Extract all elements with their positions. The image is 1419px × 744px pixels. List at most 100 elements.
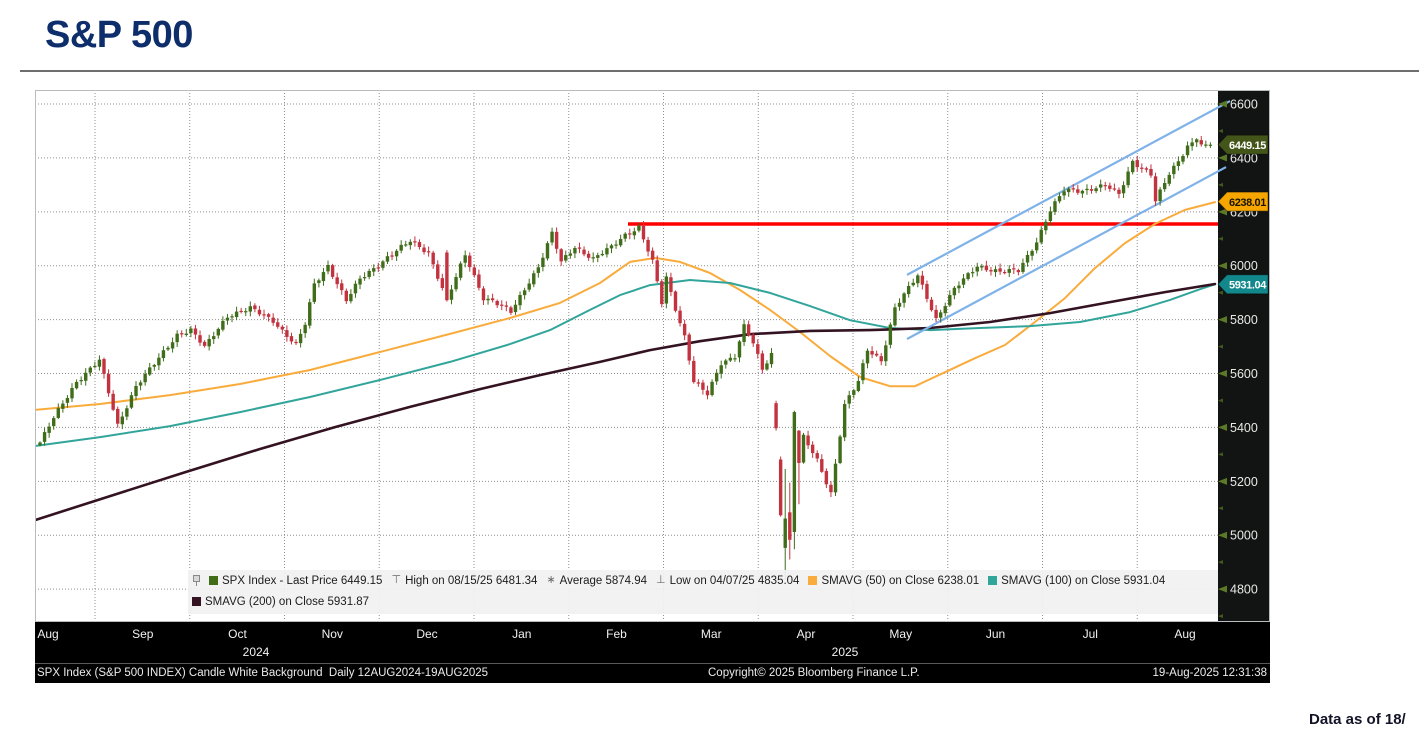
candle-body xyxy=(344,290,349,302)
candle-body xyxy=(806,435,810,446)
candle-body xyxy=(929,299,934,311)
candle-body xyxy=(504,305,509,307)
candle-body xyxy=(440,278,445,288)
candle-body xyxy=(321,272,326,282)
legend-label: Average 5874.94 xyxy=(559,574,648,587)
candle-body xyxy=(966,273,970,280)
candle-body xyxy=(559,249,563,262)
candle-body xyxy=(285,330,289,337)
candle-body xyxy=(719,365,723,374)
candle-body xyxy=(399,244,403,251)
candle-body xyxy=(1071,188,1075,190)
candle-body xyxy=(198,335,202,343)
candle-body xyxy=(481,288,486,301)
candle-body xyxy=(280,326,285,330)
candle-body xyxy=(207,338,211,347)
y-minor-tick xyxy=(1218,398,1223,403)
candle-body xyxy=(573,247,577,254)
y-tick-arrow xyxy=(1218,585,1227,593)
y-minor-tick xyxy=(1218,344,1223,349)
candle-body xyxy=(1002,272,1007,274)
candle-body xyxy=(751,334,755,344)
candle-body xyxy=(93,365,97,368)
legend-item: ∗ Average 5874.94 xyxy=(546,575,647,587)
candle-body xyxy=(678,310,682,324)
candle-body xyxy=(353,283,358,294)
y-tick-arrow xyxy=(1218,154,1227,162)
legend-swatch xyxy=(209,576,218,585)
candle-body xyxy=(257,309,262,315)
candle-body xyxy=(852,390,856,395)
candle-body xyxy=(134,385,138,397)
candle-body xyxy=(239,310,243,313)
candle-body xyxy=(120,416,124,425)
candle-body xyxy=(262,314,266,316)
legend-row: SMAVG (200) on Close 5931.87 xyxy=(188,591,1218,612)
candle-body xyxy=(271,317,275,323)
candle-body xyxy=(1012,268,1016,270)
x-axis-month-label: Oct xyxy=(228,627,247,641)
candle-body xyxy=(1194,139,1199,143)
candle-body xyxy=(564,255,568,261)
candle-body xyxy=(1089,189,1094,191)
candle-body xyxy=(1057,196,1062,202)
candle-body xyxy=(513,304,518,313)
candle-body xyxy=(1066,188,1071,193)
candle-body xyxy=(125,408,129,417)
candle-body xyxy=(42,432,47,442)
candle-body xyxy=(1185,145,1190,156)
candle-body xyxy=(728,357,733,361)
legend-label: Low on 04/07/25 4835.04 xyxy=(669,574,800,587)
y-tick-arrow xyxy=(1218,370,1227,378)
candle-body xyxy=(692,360,696,383)
price-chart-canvas[interactable]: 6600640062006000580056005400520050004800… xyxy=(35,90,1270,622)
candle-body xyxy=(404,244,408,246)
candle-body xyxy=(413,241,417,243)
y-tick-label: 5600 xyxy=(1230,367,1258,381)
y-tick-label: 5200 xyxy=(1230,475,1258,489)
candle-body xyxy=(193,328,198,335)
candle-body xyxy=(673,291,678,311)
candle-body xyxy=(925,283,929,299)
candles-layer xyxy=(38,135,1213,580)
candle-body xyxy=(152,364,156,367)
candle-body xyxy=(463,255,467,263)
candle-body xyxy=(102,359,106,374)
y-tick-arrow xyxy=(1218,208,1227,216)
legend-label: SMAVG (50) on Close 6238.01 xyxy=(821,574,980,587)
candle-body xyxy=(106,373,111,394)
plot-border xyxy=(35,90,1270,622)
y-minor-tick xyxy=(1218,128,1223,133)
candle-body xyxy=(948,295,952,306)
candle-body xyxy=(568,253,573,256)
x-axis-month-label: Jan xyxy=(512,627,532,641)
candle-body xyxy=(605,248,609,255)
candle-body xyxy=(641,225,646,240)
copyright-label: Copyright© 2025 Bloomberg Finance L.P. xyxy=(708,667,920,679)
x-axis-month-label: Feb xyxy=(606,627,627,641)
legend-label: SMAVG (100) on Close 5931.04 xyxy=(1001,574,1166,587)
candle-body xyxy=(216,328,221,336)
candle-body xyxy=(856,380,861,391)
chart-legend: SPX Index - Last Price 6449.15 ⊤ High on 0… xyxy=(188,570,1218,614)
candle-body xyxy=(175,333,179,343)
price-tag: 6238.01 xyxy=(1217,191,1269,212)
candle-body xyxy=(161,350,166,359)
candle-body xyxy=(1144,168,1149,170)
channel-line-lower xyxy=(906,166,1227,340)
candle-body xyxy=(1080,190,1085,194)
candle-body xyxy=(1167,174,1171,184)
candle-body xyxy=(116,408,120,424)
candle-body xyxy=(266,314,271,317)
y-tick-arrow xyxy=(1218,423,1227,431)
y-minor-tick xyxy=(1218,560,1223,565)
candle-body xyxy=(143,373,147,383)
candle-body xyxy=(56,408,60,418)
candle-body xyxy=(797,430,801,463)
candle-body xyxy=(746,324,751,336)
y-tick-arrow xyxy=(1218,531,1227,539)
candle-body xyxy=(609,245,614,249)
candle-body xyxy=(445,252,449,301)
candle-body xyxy=(1162,182,1167,190)
